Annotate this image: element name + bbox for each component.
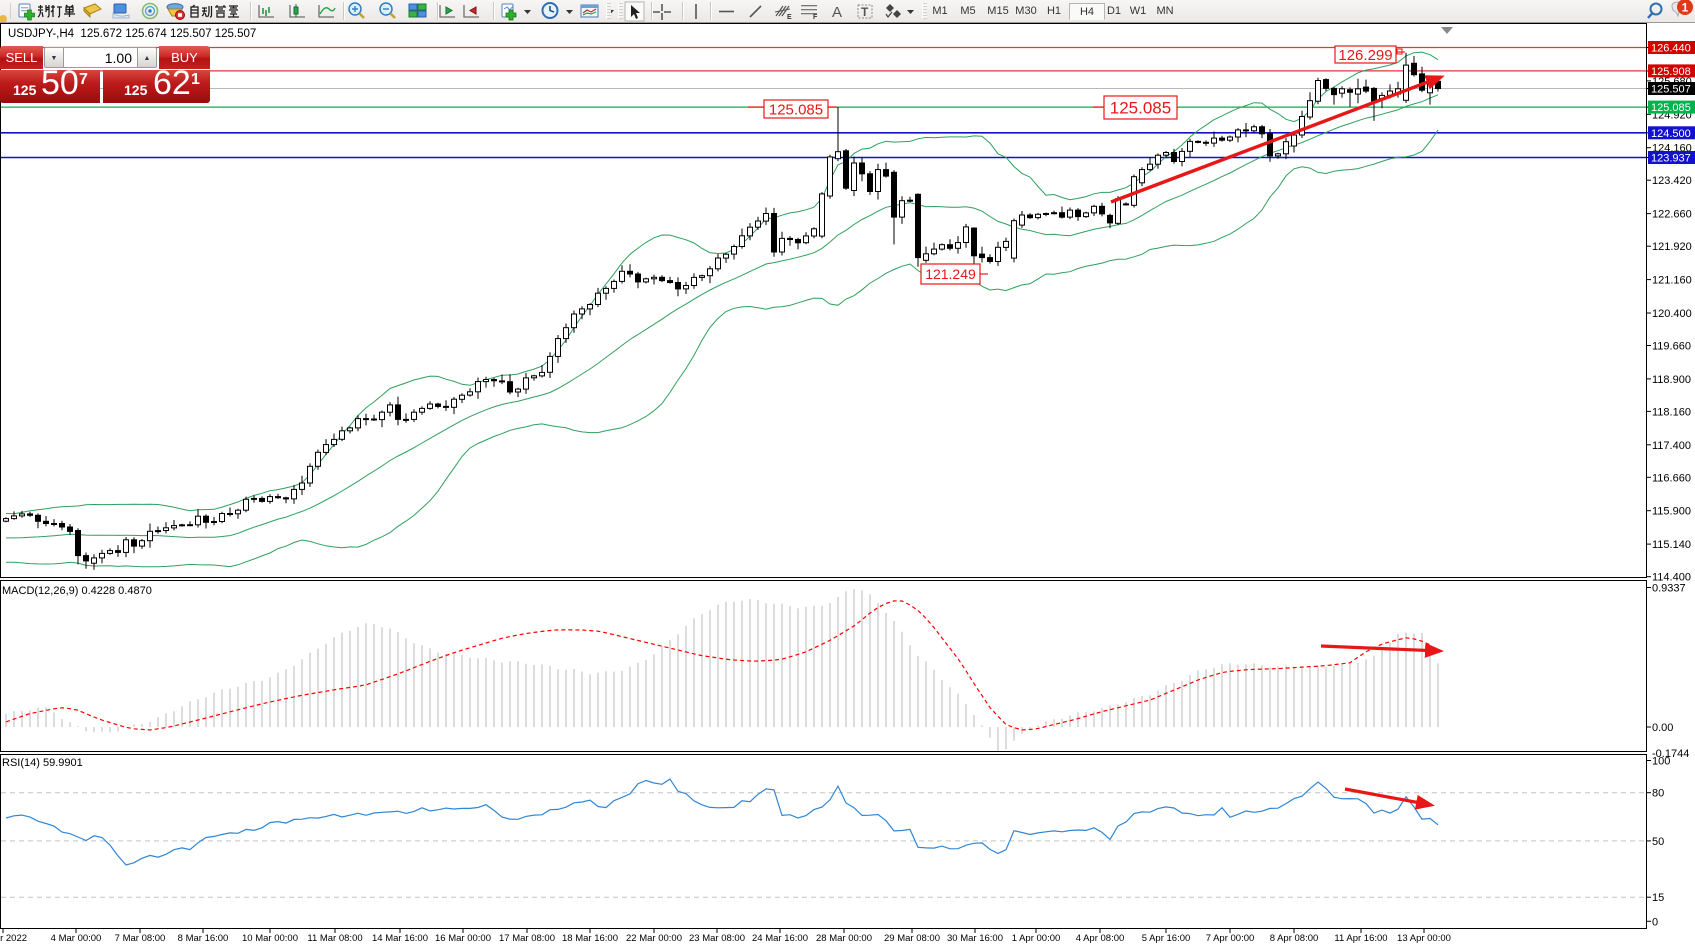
svg-text:2 Mar 2022: 2 Mar 2022 [0, 933, 27, 944]
svg-text:1: 1 [1682, 1, 1689, 15]
svg-text:121.160: 121.160 [1652, 275, 1692, 287]
svg-text:22 Mar 00:00: 22 Mar 00:00 [626, 933, 682, 944]
svg-text:11 Mar 08:00: 11 Mar 08:00 [307, 933, 362, 944]
svg-text:18 Mar 16:00: 18 Mar 16:00 [562, 933, 618, 944]
svg-text:0: 0 [1652, 916, 1658, 928]
svg-text:23 Mar 08:00: 23 Mar 08:00 [689, 933, 745, 944]
svg-text:A: A [832, 4, 842, 21]
svg-text:8 Mar 16:00: 8 Mar 16:00 [178, 933, 229, 944]
svg-text:126.299: 126.299 [1338, 47, 1392, 64]
svg-text:5 Apr 16:00: 5 Apr 16:00 [1142, 933, 1191, 944]
svg-text:16 Mar 00:00: 16 Mar 00:00 [435, 933, 491, 944]
svg-text:118.900: 118.900 [1652, 374, 1691, 386]
svg-text:1 Apr 00:00: 1 Apr 00:00 [1012, 933, 1061, 944]
svg-text:114.400: 114.400 [1652, 572, 1691, 584]
svg-text:125.085: 125.085 [1651, 102, 1691, 114]
svg-text:125.085: 125.085 [769, 101, 823, 118]
svg-text:F: F [813, 14, 818, 21]
svg-text:24 Mar 16:00: 24 Mar 16:00 [752, 933, 808, 944]
svg-text:7 Apr 00:00: 7 Apr 00:00 [1206, 933, 1255, 944]
svg-text:115.900: 115.900 [1652, 506, 1691, 518]
svg-text:117.400: 117.400 [1652, 440, 1691, 452]
svg-text:115.140: 115.140 [1652, 539, 1691, 551]
svg-text:13 Apr 00:00: 13 Apr 00:00 [1397, 933, 1451, 944]
svg-text:123.937: 123.937 [1651, 153, 1691, 165]
svg-text:121.920: 121.920 [1652, 241, 1692, 253]
svg-text:14 Mar 16:00: 14 Mar 16:00 [372, 933, 428, 944]
svg-text:100: 100 [1652, 756, 1670, 768]
svg-text:15: 15 [1652, 892, 1664, 904]
svg-text:125.507: 125.507 [1651, 84, 1691, 96]
svg-text:E: E [787, 14, 792, 21]
svg-text:121.249: 121.249 [925, 266, 976, 282]
svg-text:30 Mar 16:00: 30 Mar 16:00 [947, 933, 1003, 944]
svg-text:119.660: 119.660 [1652, 341, 1691, 353]
svg-text:29 Mar 08:00: 29 Mar 08:00 [884, 933, 940, 944]
svg-text:4 Apr 08:00: 4 Apr 08:00 [1076, 933, 1125, 944]
svg-text:124.500: 124.500 [1651, 128, 1691, 140]
svg-text:126.440: 126.440 [1651, 43, 1691, 55]
svg-text:17 Mar 08:00: 17 Mar 08:00 [499, 933, 555, 944]
svg-text:80: 80 [1652, 788, 1664, 800]
svg-text:0.9337: 0.9337 [1652, 583, 1686, 595]
svg-text:125.908: 125.908 [1651, 66, 1691, 78]
svg-text:4 Mar 00:00: 4 Mar 00:00 [51, 933, 102, 944]
svg-text:MACD(12,26,9) 0.4228 0.4870: MACD(12,26,9) 0.4228 0.4870 [2, 585, 152, 597]
svg-text:120.400: 120.400 [1652, 308, 1692, 320]
svg-text:USDJPY-,H4 125.672 125.674 12: USDJPY-,H4 125.672 125.674 125.507 125.5… [8, 28, 256, 40]
svg-text:116.660: 116.660 [1652, 472, 1691, 484]
svg-text:123.420: 123.420 [1652, 175, 1692, 187]
svg-text:28 Mar 00:00: 28 Mar 00:00 [816, 933, 872, 944]
svg-text:125.085: 125.085 [1110, 99, 1171, 118]
svg-text:RSI(14) 59.9901: RSI(14) 59.9901 [2, 757, 83, 769]
svg-text:8 Apr 08:00: 8 Apr 08:00 [1270, 933, 1319, 944]
svg-text:118.160: 118.160 [1652, 406, 1691, 418]
svg-text:10 Mar 00:00: 10 Mar 00:00 [242, 933, 298, 944]
svg-text:0.00: 0.00 [1652, 722, 1673, 734]
svg-text:7 Mar 08:00: 7 Mar 08:00 [115, 933, 166, 944]
svg-text:-0.1744: -0.1744 [1652, 748, 1689, 760]
svg-text:50: 50 [1652, 836, 1664, 848]
svg-text:122.660: 122.660 [1652, 209, 1692, 221]
svg-text:11 Apr 16:00: 11 Apr 16:00 [1334, 933, 1387, 944]
svg-text:T: T [861, 5, 869, 19]
